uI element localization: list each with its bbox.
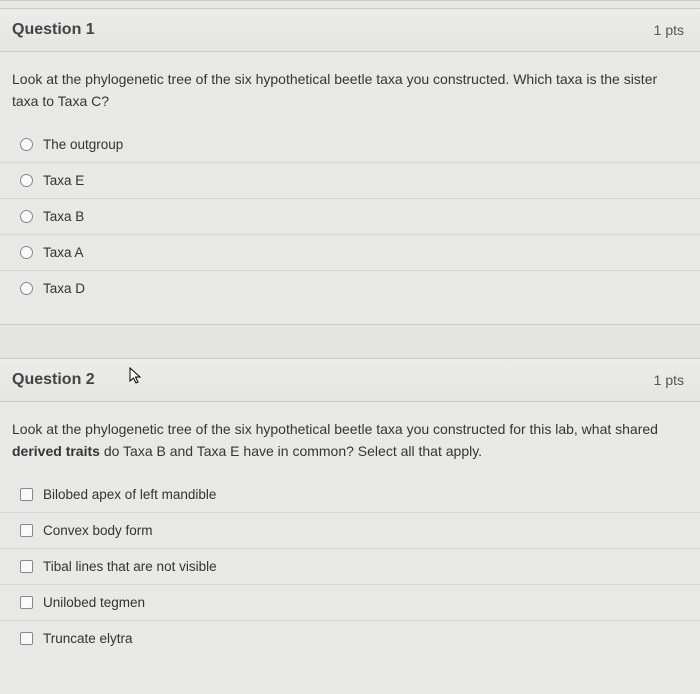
option-label: Tibal lines that are not visible	[43, 559, 217, 574]
question-1-header: Question 1 1 pts	[0, 9, 700, 52]
option-label: Taxa E	[43, 173, 84, 188]
option-row[interactable]: Unilobed tegmen	[0, 585, 700, 621]
question-2-prompt-line1: Look at the phylogenetic tree of the six…	[12, 420, 684, 440]
question-2-body: Look at the phylogenetic tree of the six…	[0, 402, 700, 477]
option-label: Convex body form	[43, 523, 153, 538]
question-2-header: Question 2 1 pts	[0, 359, 700, 402]
option-label: Truncate elytra	[43, 631, 133, 646]
option-row[interactable]: The outgroup	[0, 127, 700, 163]
radio-icon[interactable]	[20, 282, 33, 295]
radio-icon[interactable]	[20, 210, 33, 223]
checkbox-icon[interactable]	[20, 596, 33, 609]
question-2-options: Bilobed apex of left mandible Convex bod…	[0, 477, 700, 674]
question-1-points: 1 pts	[654, 22, 684, 38]
option-label: Unilobed tegmen	[43, 595, 145, 610]
option-row[interactable]: Taxa B	[0, 199, 700, 235]
option-label: Taxa B	[43, 209, 84, 224]
radio-icon[interactable]	[20, 246, 33, 259]
bold-segment: derived traits	[12, 443, 100, 459]
question-2-title: Question 2	[12, 371, 95, 389]
question-1-block: Question 1 1 pts Look at the phylogeneti…	[0, 8, 700, 324]
option-row[interactable]: Taxa A	[0, 235, 700, 271]
top-divider	[0, 0, 700, 8]
option-label: Bilobed apex of left mandible	[43, 487, 216, 502]
checkbox-icon[interactable]	[20, 560, 33, 573]
question-1-body: Look at the phylogenetic tree of the six…	[0, 52, 700, 127]
checkbox-icon[interactable]	[20, 524, 33, 537]
option-row[interactable]: Taxa D	[0, 271, 700, 306]
checkbox-icon[interactable]	[20, 632, 33, 645]
question-2-prompt-line2-rest: do Taxa B and Taxa E have in common? Sel…	[104, 443, 482, 459]
radio-icon[interactable]	[20, 138, 33, 151]
question-1-prompt-line1: Look at the phylogenetic tree of the six…	[12, 70, 684, 90]
question-1-title: Question 1	[12, 21, 95, 39]
option-row[interactable]: Tibal lines that are not visible	[0, 549, 700, 585]
checkbox-icon[interactable]	[20, 488, 33, 501]
question-gap	[0, 324, 700, 358]
question-1-prompt-line2: taxa to Taxa C?	[12, 92, 684, 112]
radio-icon[interactable]	[20, 174, 33, 187]
option-label: The outgroup	[43, 137, 123, 152]
option-row[interactable]: Taxa E	[0, 163, 700, 199]
question-2-points: 1 pts	[654, 372, 684, 388]
question-2-prompt-line2: derived traits do Taxa B and Taxa E have…	[12, 442, 684, 462]
option-label: Taxa A	[43, 245, 84, 260]
option-row[interactable]: Bilobed apex of left mandible	[0, 477, 700, 513]
question-1-options: The outgroup Taxa E Taxa B Taxa A Taxa D	[0, 127, 700, 324]
option-label: Taxa D	[43, 281, 85, 296]
question-2-block: Question 2 1 pts Look at the phylogeneti…	[0, 358, 700, 674]
option-row[interactable]: Convex body form	[0, 513, 700, 549]
option-row[interactable]: Truncate elytra	[0, 621, 700, 656]
